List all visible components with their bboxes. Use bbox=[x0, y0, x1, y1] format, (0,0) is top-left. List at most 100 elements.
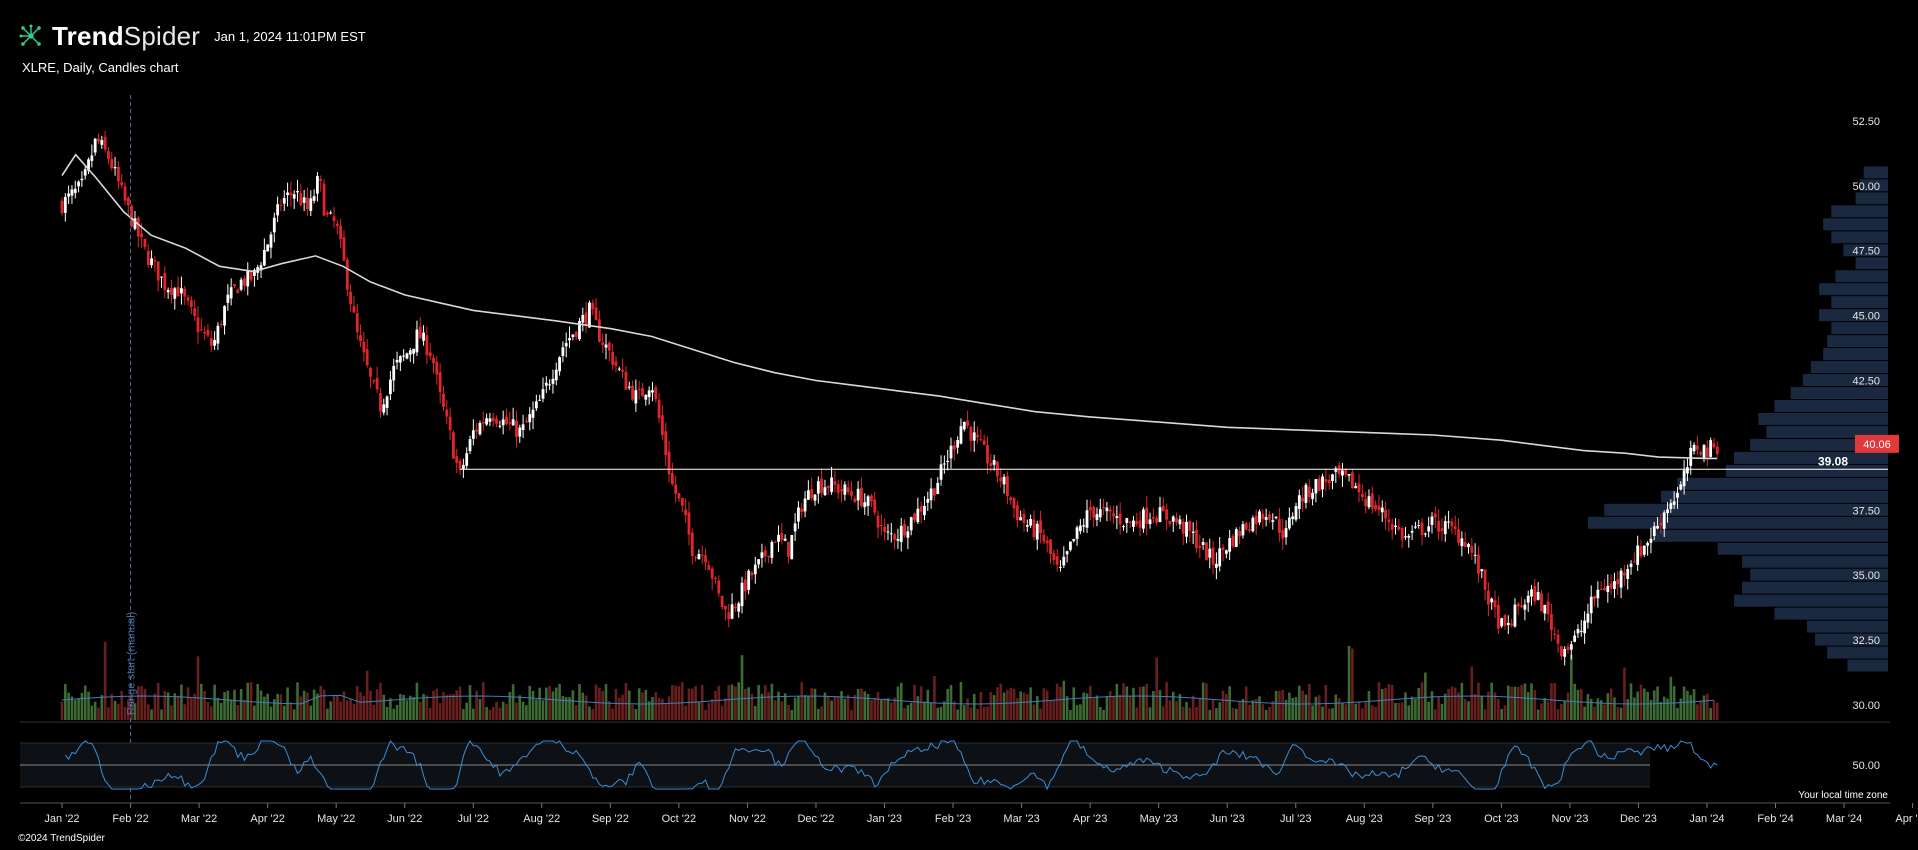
volume-bar bbox=[1009, 687, 1013, 720]
volume-bar bbox=[820, 706, 823, 720]
volume-bar bbox=[558, 683, 561, 720]
last-price-badge bbox=[1855, 434, 1899, 453]
candle-body bbox=[1161, 505, 1165, 512]
candle-body bbox=[1314, 479, 1318, 494]
candle-body bbox=[856, 488, 860, 501]
volume-bar bbox=[1473, 693, 1477, 720]
volume-bar bbox=[611, 708, 614, 720]
volume-bar bbox=[1490, 682, 1494, 720]
volume-bar bbox=[1248, 704, 1251, 720]
volume-bar bbox=[306, 692, 309, 720]
candle-body bbox=[67, 193, 71, 197]
candle-body bbox=[1178, 519, 1182, 525]
candle-body bbox=[830, 477, 833, 492]
volume-bar bbox=[1181, 706, 1185, 720]
candle-body bbox=[209, 338, 213, 346]
x-tick-label: Nov '23 bbox=[1551, 813, 1588, 825]
volume-bar bbox=[1271, 700, 1275, 720]
oscillator-panel bbox=[20, 740, 1718, 791]
volume-bar bbox=[1570, 654, 1573, 720]
volume-bar bbox=[1676, 707, 1679, 720]
volume-bar bbox=[1294, 697, 1298, 720]
candle-body bbox=[992, 460, 996, 465]
volume-bar bbox=[817, 708, 820, 720]
volume-bar bbox=[982, 706, 986, 720]
volume-bar bbox=[488, 709, 492, 720]
level-price-label: 39.08 bbox=[1818, 454, 1848, 468]
volume-bar bbox=[156, 682, 160, 720]
candle-body bbox=[87, 159, 90, 171]
volume-bar bbox=[986, 706, 989, 720]
candle-body bbox=[664, 431, 668, 456]
x-tick-label: Apr '23 bbox=[1073, 813, 1108, 825]
volume-bar bbox=[1351, 648, 1354, 720]
x-tick-label: Feb '23 bbox=[935, 813, 971, 825]
candle-body bbox=[1566, 646, 1570, 651]
candle-body bbox=[465, 453, 469, 466]
volume-bar bbox=[332, 694, 336, 720]
volume-bar bbox=[1331, 708, 1334, 720]
volume-bar bbox=[627, 690, 631, 720]
x-tick-label: Dec '22 bbox=[797, 813, 834, 825]
candle-body bbox=[1463, 542, 1467, 548]
candle-body bbox=[949, 445, 953, 459]
candle-body bbox=[889, 533, 893, 535]
candle-body bbox=[1682, 470, 1686, 487]
volume-bar bbox=[143, 688, 147, 720]
volume-bar bbox=[919, 686, 923, 720]
candle-body bbox=[1609, 583, 1613, 589]
volume-bar bbox=[989, 692, 993, 720]
candle-body bbox=[1195, 529, 1198, 548]
candle-body bbox=[714, 578, 717, 580]
brand-light: Spider bbox=[123, 20, 201, 51]
brand-bold: Trend bbox=[52, 20, 124, 51]
candle-body bbox=[116, 166, 120, 182]
candle-body bbox=[282, 197, 286, 204]
overlay-lines: Range start (manual) bbox=[61, 95, 1888, 800]
volume-bar bbox=[903, 707, 906, 720]
volume-bar bbox=[744, 688, 747, 720]
volume-bar bbox=[1699, 700, 1702, 720]
volume-bar bbox=[654, 692, 658, 720]
candle-body bbox=[1613, 581, 1616, 589]
candle-body bbox=[1440, 528, 1444, 532]
candle-body bbox=[1148, 519, 1152, 525]
candle-body bbox=[591, 302, 595, 310]
candle-body bbox=[1510, 623, 1514, 626]
candle-body bbox=[335, 223, 339, 227]
volume-bar bbox=[956, 709, 959, 720]
volume-bar bbox=[564, 697, 568, 720]
candle-body bbox=[720, 595, 724, 608]
volume-bar bbox=[525, 705, 528, 720]
volume-bar bbox=[1659, 701, 1663, 720]
volume-bar bbox=[339, 701, 342, 720]
volume-bar bbox=[551, 691, 555, 720]
volume-bar bbox=[690, 688, 694, 720]
volume-bar bbox=[1715, 702, 1719, 720]
x-tick-label: Feb '22 bbox=[112, 813, 148, 825]
candle-body bbox=[452, 432, 455, 459]
volume-bar bbox=[949, 685, 953, 720]
candle-body bbox=[1407, 535, 1411, 538]
volume-bar bbox=[83, 685, 87, 720]
x-tick-label: Jul '22 bbox=[458, 813, 489, 825]
volume-bar bbox=[299, 696, 303, 720]
candle-body bbox=[1669, 503, 1673, 509]
volume-bar bbox=[203, 691, 206, 720]
candle-body bbox=[160, 276, 163, 278]
candle-body bbox=[150, 258, 153, 266]
candle-body bbox=[468, 439, 472, 452]
candle-body bbox=[601, 342, 605, 345]
volume-bar bbox=[1596, 698, 1600, 720]
volume-bar bbox=[909, 702, 913, 720]
volume-bar bbox=[863, 691, 867, 720]
volume-bar bbox=[1407, 705, 1411, 720]
volume-bar bbox=[193, 693, 196, 720]
volume-bar bbox=[266, 693, 269, 720]
profile-bar bbox=[1806, 620, 1888, 633]
volume-bar bbox=[1579, 689, 1583, 720]
candle-body bbox=[306, 197, 309, 210]
profile-bar bbox=[1604, 503, 1888, 516]
candle-body bbox=[1437, 520, 1441, 532]
